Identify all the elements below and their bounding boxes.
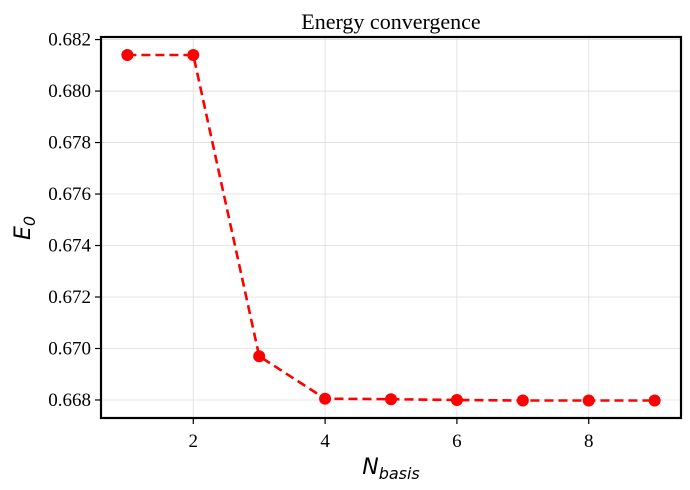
series-layer — [121, 49, 661, 407]
y-axis-label-base: E — [11, 226, 36, 240]
y-tick-label: 0.670 — [48, 338, 91, 359]
plot-frame — [99, 35, 683, 420]
data-point — [253, 350, 266, 363]
tick-layer: 2 4 6 8 0.668 0.670 0.672 0.674 0.676 0.678 0.680 0… — [48, 30, 593, 452]
y-tick-label: 0.676 — [48, 184, 91, 205]
data-point — [319, 392, 332, 405]
grid — [101, 37, 681, 418]
x-tick-label: 6 — [452, 431, 462, 452]
y-tick-label: 0.678 — [48, 133, 91, 154]
y-tick-label: 0.668 — [48, 390, 91, 411]
data-point — [648, 394, 661, 407]
x-axis-label-sub: basis — [379, 464, 420, 483]
x-tick-label: 8 — [584, 431, 594, 452]
y-tick-label: 0.674 — [48, 236, 91, 257]
data-point — [385, 393, 397, 406]
data-point — [516, 394, 529, 407]
y-tick-label: 0.680 — [48, 81, 91, 102]
x-tick-label: 4 — [320, 431, 330, 452]
y-tick-label: 0.682 — [48, 30, 91, 51]
x-axis-label: Nbasis — [362, 455, 420, 483]
y-tick-label: 0.672 — [48, 287, 91, 308]
x-tick-label: 2 — [189, 431, 199, 452]
y-axis-label: E0 — [11, 216, 39, 240]
data-point — [187, 49, 200, 62]
chart-title: Energy convergence — [301, 9, 480, 34]
data-point — [582, 394, 595, 407]
data-point — [121, 49, 134, 62]
x-axis-label-base: N — [362, 455, 378, 480]
data-point — [450, 393, 463, 406]
y-axis-label-sub: 0 — [20, 216, 39, 226]
